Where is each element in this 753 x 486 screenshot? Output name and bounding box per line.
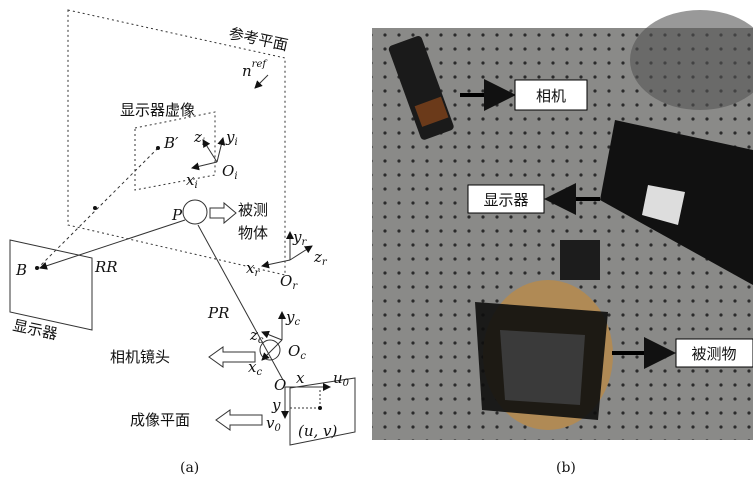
- caption-b: (b): [556, 460, 576, 476]
- object-label-2: 物体: [238, 224, 268, 242]
- reference-plane-label: 参考平面: [227, 24, 289, 54]
- pr-label: PR: [207, 304, 229, 322]
- ray-pr: [198, 225, 283, 380]
- plane-arrow: [216, 410, 262, 430]
- or: Or: [280, 272, 298, 292]
- yr: yr: [292, 228, 307, 248]
- display: [10, 240, 92, 330]
- rr-label: RR: [94, 258, 118, 276]
- xc: xc: [248, 358, 262, 378]
- xr: xr: [246, 259, 260, 279]
- normal-arrow: [255, 75, 268, 88]
- zi: zi: [193, 128, 205, 148]
- yi: yi: [225, 128, 238, 148]
- virtual-display-label: 显示器虚像: [120, 101, 195, 119]
- zr: zr: [313, 248, 328, 268]
- image-point: (u, v): [298, 422, 338, 440]
- oc: Oc: [288, 342, 306, 362]
- image-y: y: [271, 396, 281, 414]
- figure: 参考平面 nref 显示器虚像 B′ zi yi xi Oi P 被测 物体 y…: [0, 0, 753, 486]
- object-arrow: [210, 203, 236, 223]
- object-label-1: 被测: [238, 201, 268, 219]
- image-plane-label: 成像平面: [130, 411, 190, 429]
- camera-label: 相机: [536, 87, 566, 105]
- b-label: B: [15, 261, 27, 279]
- object-point: [183, 200, 207, 224]
- p-label: P: [171, 206, 183, 224]
- lens-label: 相机镜头: [110, 348, 170, 366]
- caption-a: (a): [180, 460, 199, 476]
- image-origin: O: [274, 376, 286, 394]
- object-photo-label: 被测物: [691, 345, 736, 363]
- u0: u0: [333, 369, 350, 389]
- display-label: 显示器: [11, 316, 59, 343]
- normal-label: nref: [242, 59, 268, 80]
- b-prime-label: B′: [163, 134, 179, 152]
- v0: v0: [266, 414, 281, 434]
- points: [35, 146, 322, 410]
- yc: yc: [285, 308, 300, 328]
- zc: zc: [249, 326, 264, 346]
- display-photo-label: 显示器: [483, 191, 528, 209]
- photo: [372, 10, 753, 440]
- oi: Oi: [222, 162, 238, 182]
- image-x: x: [296, 369, 305, 387]
- xi: xi: [186, 171, 198, 191]
